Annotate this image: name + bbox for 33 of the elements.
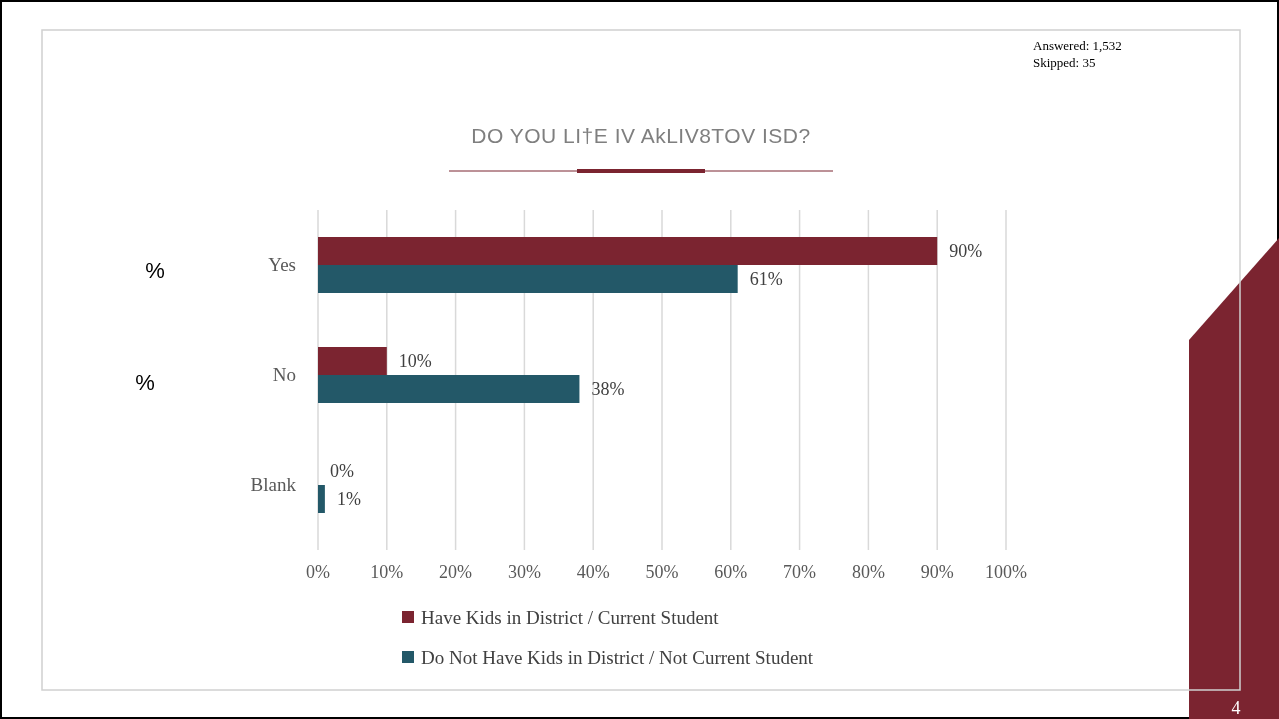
- x-tick-label: 100%: [985, 562, 1027, 582]
- bar: [318, 237, 938, 265]
- text: %: [145, 258, 165, 283]
- x-tick-label: 80%: [851, 562, 885, 582]
- x-tick-label: 90%: [920, 562, 954, 582]
- bar: [318, 347, 387, 375]
- x-tick-label: 10%: [370, 562, 404, 582]
- x-tick-label: 50%: [645, 562, 679, 582]
- text: Answered: 1,532: [1033, 38, 1122, 53]
- data-label: 10%: [398, 351, 432, 371]
- bar: [318, 265, 738, 293]
- y-tick-label: No: [272, 364, 296, 385]
- data-label: 38%: [591, 379, 625, 399]
- x-tick-label: 40%: [576, 562, 610, 582]
- x-tick-label: 60%: [714, 562, 748, 582]
- x-tick-label: 20%: [439, 562, 473, 582]
- legend-label: Do Not Have Kids in District / Not Current Student: [421, 647, 814, 668]
- y-tick-label: Yes: [268, 254, 296, 275]
- chart-title: DO YOU LI†E IV AkLIV8TOV ISD?: [471, 124, 811, 147]
- bar: [318, 485, 325, 513]
- x-tick-label: 0%: [306, 562, 330, 582]
- legend-label: Have Kids in District / Current Student: [421, 607, 720, 628]
- text: %: [135, 370, 155, 395]
- text: 4: [1231, 698, 1241, 718]
- data-label: 90%: [949, 241, 983, 261]
- y-tick-label: Blank: [250, 474, 297, 495]
- bar: [318, 375, 580, 403]
- text: Skipped: 35: [1033, 55, 1096, 70]
- data-label: 61%: [749, 269, 783, 289]
- data-label: 0%: [330, 461, 354, 481]
- x-tick-label: 30%: [507, 562, 541, 582]
- data-label: 1%: [336, 489, 361, 509]
- x-tick-label: 70%: [783, 562, 817, 582]
